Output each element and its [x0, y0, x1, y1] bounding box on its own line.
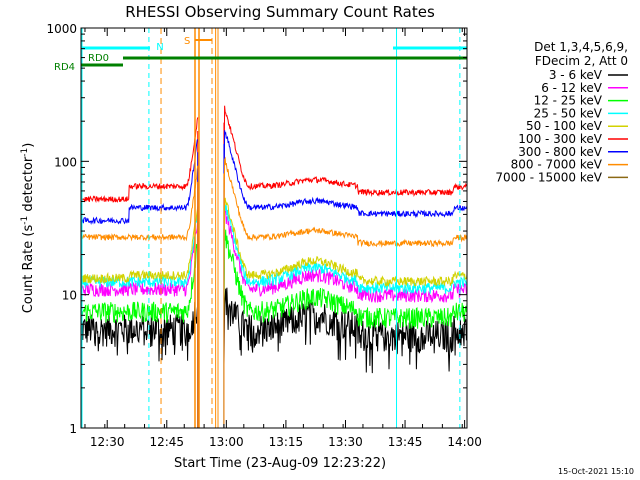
- y-tick-label: 10: [62, 289, 77, 303]
- x-tick-label: 13:45: [388, 435, 423, 449]
- x-tick-label: 12:45: [149, 435, 184, 449]
- series-line: [223, 156, 467, 248]
- series-line: [81, 206, 199, 285]
- legend-entry-label: 50 - 100 keV: [526, 119, 603, 133]
- y-axis-label-sup2: -1: [20, 148, 30, 157]
- y-axis-label-end: ): [21, 143, 36, 148]
- x-tick-label: 13:15: [269, 435, 304, 449]
- x-tick-label: 12:30: [90, 435, 125, 449]
- series-line: [81, 139, 199, 225]
- legend-entry-label: 100 - 300 keV: [518, 132, 602, 146]
- y-tick-label: 100: [54, 155, 77, 169]
- series-line: [81, 165, 199, 242]
- series-line: [81, 243, 199, 324]
- legend-entry-label: 7000 - 15000 keV: [495, 170, 602, 184]
- footer-date: 15-Oct-2021 15:10: [558, 467, 634, 476]
- series-line: [223, 229, 467, 329]
- legend-entry-label: 25 - 50 keV: [534, 106, 603, 120]
- y-axis-label-main: Count Rate (s: [21, 225, 36, 314]
- night-label: N: [156, 42, 163, 53]
- x-tick-label: 13:30: [328, 435, 363, 449]
- series-line: [223, 287, 467, 374]
- x-tick-label: 14:00: [447, 435, 482, 449]
- series-line: [81, 301, 199, 362]
- chart-title: RHESSI Observing Summary Count Rates: [125, 3, 435, 21]
- legend-entry-label: 12 - 25 keV: [534, 94, 603, 108]
- y-tick-label: 1: [69, 422, 77, 436]
- series-line: [81, 117, 199, 204]
- y-tick-label: 1000: [46, 22, 77, 36]
- legend-entry-label: 800 - 7000 keV: [511, 158, 603, 172]
- y-axis-label: Count Rate (s-1 detector-1): [20, 143, 36, 314]
- saa-label: S: [184, 36, 190, 47]
- rd0-label: RD0: [88, 53, 109, 64]
- plot-frame: [80, 27, 468, 429]
- legend-entry-label: 6 - 12 keV: [541, 81, 603, 95]
- legend-header-line-2: FDecim 2, Att 0: [535, 54, 628, 68]
- legend-entry-label: 300 - 800 keV: [518, 145, 602, 159]
- series-line: [223, 105, 467, 198]
- series-line: [223, 130, 467, 219]
- x-tick-label: 13:00: [209, 435, 244, 449]
- y-axis-label-mid: detector: [21, 156, 36, 216]
- series-line: [223, 203, 467, 295]
- legend: Det 1,3,4,5,6,9, FDecim 2, Att 0 3 - 6 k…: [495, 40, 628, 184]
- series-line: [223, 197, 467, 288]
- rd4-label: RD4: [54, 62, 75, 73]
- legend-header-line-1: Det 1,3,4,5,6,9,: [534, 40, 628, 54]
- legend-entry-label: 3 - 6 keV: [549, 68, 603, 82]
- x-axis-label: Start Time (23-Aug-09 12:23:22): [174, 456, 386, 471]
- y-axis-label-sup1: -1: [20, 216, 30, 225]
